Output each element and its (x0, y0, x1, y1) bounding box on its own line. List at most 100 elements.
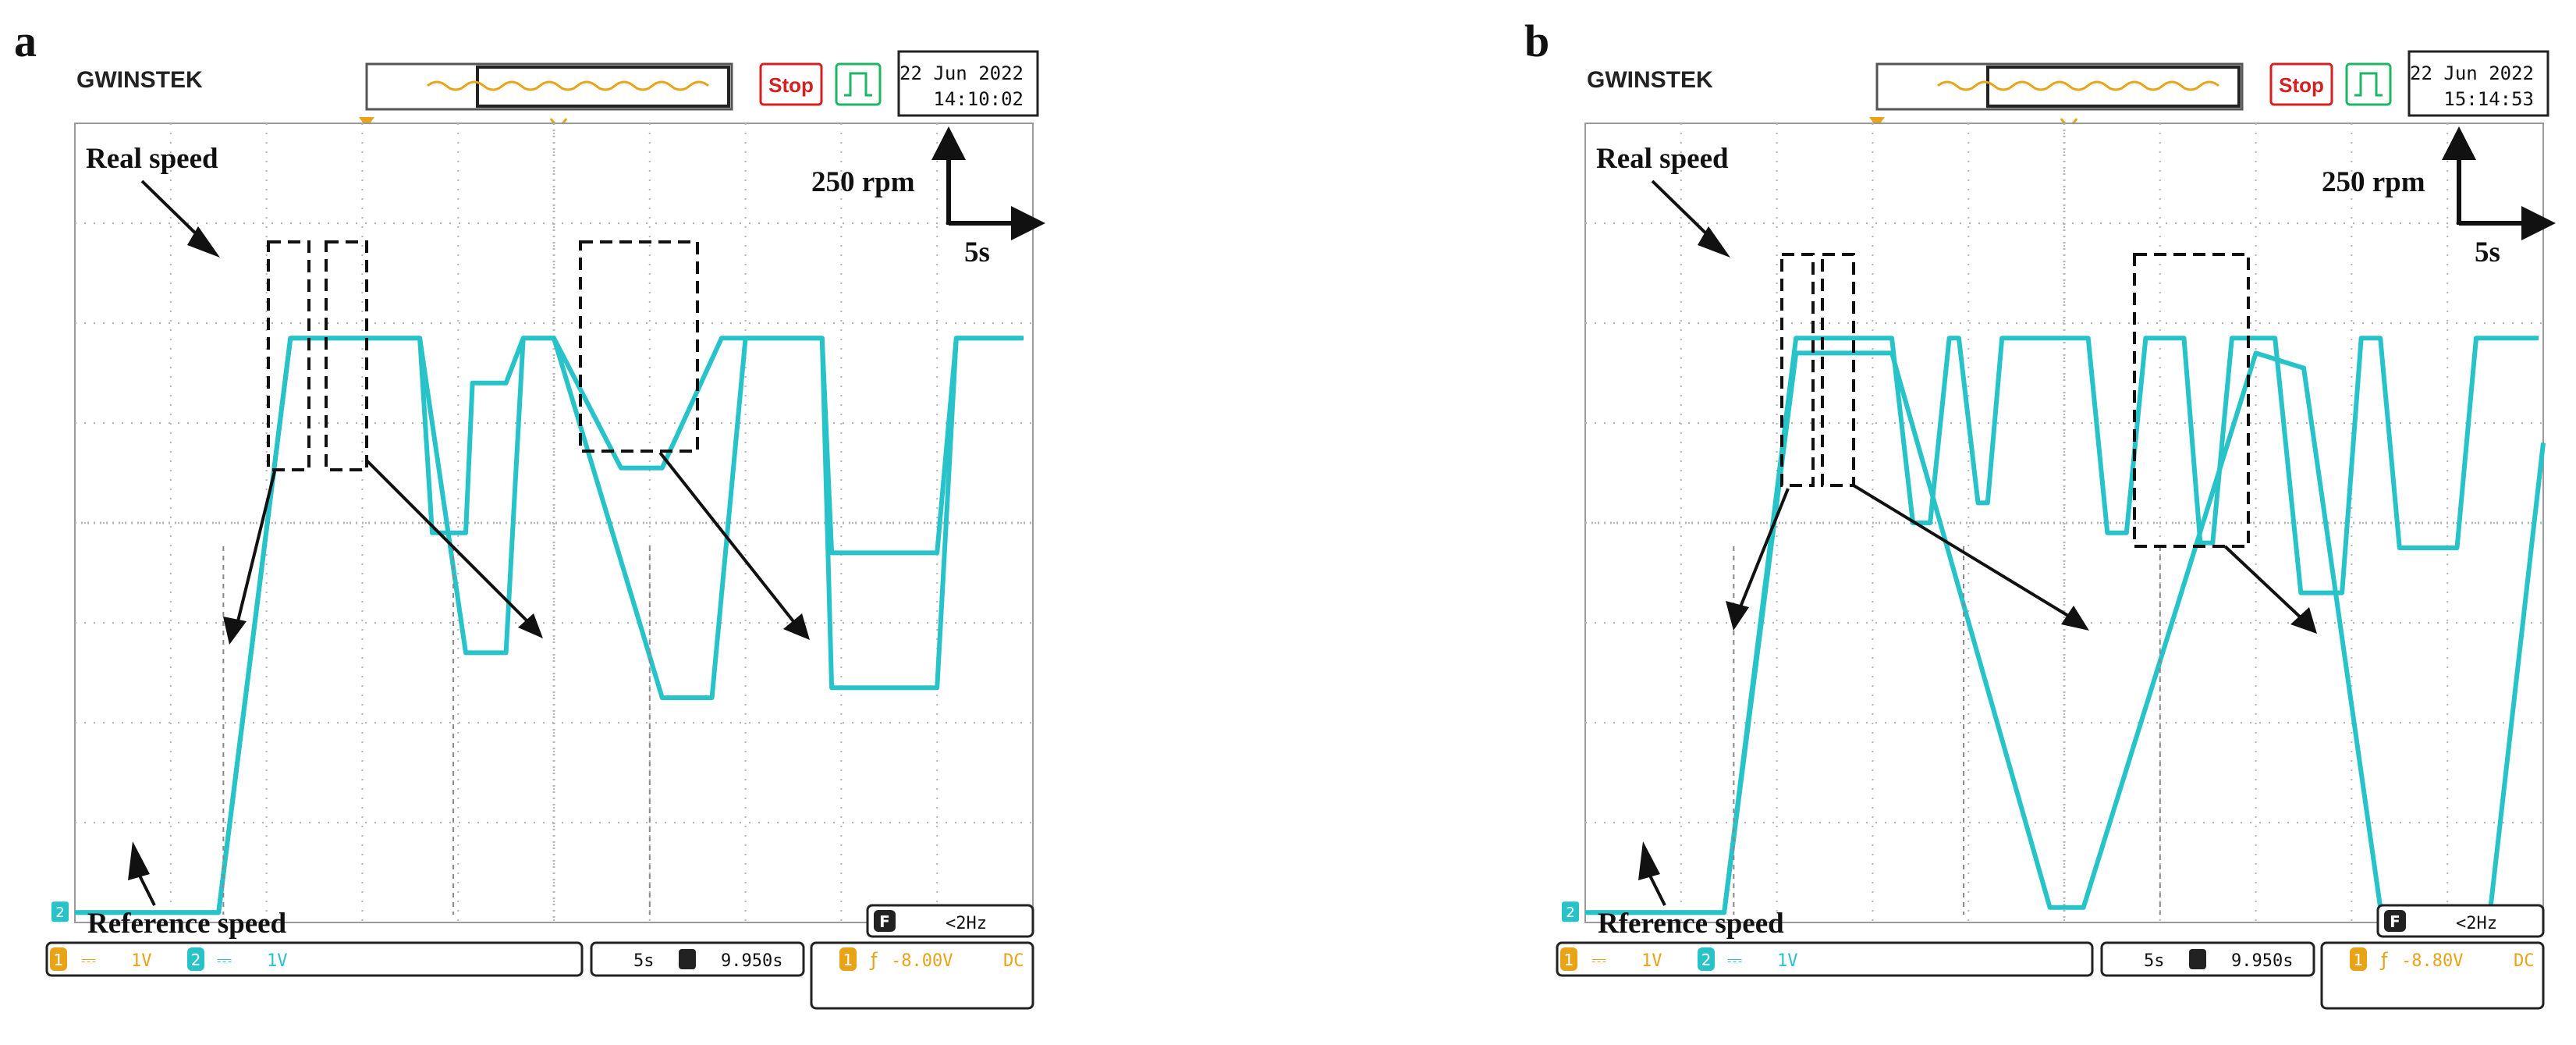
reference-speed-label: Reference speed (87, 908, 287, 940)
panel-a: a GWINSTEK Stop 22 Jun 2022 14:10:02 2 R… (14, 16, 1045, 1010)
real-speed-pointer-head (1698, 226, 1730, 258)
overview-waveform (427, 80, 709, 91)
trigger-source-glyph: 1 (2354, 951, 2364, 969)
zoom-arrow-2-head (2061, 606, 2089, 631)
overview-waveform (1937, 80, 2219, 91)
ch2-icon-glyph: 2 (1701, 951, 1712, 969)
zoom-box-3 (2133, 253, 2250, 548)
ch1-scale: 1V (131, 951, 152, 971)
channel-2-ground-label: 2 (1566, 905, 1574, 921)
timebase-value: 5s (633, 951, 655, 971)
ch1-icon-glyph: 1 (54, 951, 64, 969)
trigger-info-box (2320, 941, 2545, 1010)
real-speed-label: Real speed (1596, 143, 1729, 175)
ch2-scale: 1V (1777, 951, 1798, 971)
brand-logo: GWINSTEK (1587, 67, 1713, 93)
overview-window (476, 66, 730, 108)
frequency-icon-glyph: F (879, 912, 890, 931)
frequency-box (866, 904, 1034, 938)
stop-button-label: Stop (768, 73, 814, 97)
ch1-icon-glyph: 1 (1564, 951, 1574, 969)
scope-screen: 2 (1562, 123, 2546, 923)
reference-speed-label: Rference speed (1598, 908, 1784, 940)
zoom-arrow-3 (2223, 545, 2305, 621)
trigger-mode-button[interactable] (835, 62, 882, 106)
reference-speed-pointer (1648, 873, 1666, 906)
trace-2 (75, 336, 1024, 915)
trigger-mode-button[interactable] (2345, 62, 2392, 106)
horizontal-position: 9.950s (2231, 951, 2293, 971)
frequency-icon-glyph: F (2390, 912, 2400, 931)
panel-b: b GWINSTEK Stop 22 Jun 2022 15:14:53 2 R… (1524, 16, 2556, 1010)
pulse-icon (2354, 72, 2383, 97)
zoom-arrow-2-head (518, 613, 543, 638)
stop-button[interactable] (2269, 62, 2333, 106)
stop-button[interactable] (759, 62, 823, 106)
zoom-arrow-2 (1852, 484, 2074, 620)
panel-label: a (14, 16, 37, 66)
zoom-box-1 (1780, 253, 1815, 487)
real-speed-pointer-head (187, 226, 220, 258)
waveform-overview-bar[interactable] (1875, 62, 2244, 111)
reference-speed-pointer-head (1638, 841, 1660, 880)
scale-y-arrowhead (2442, 126, 2476, 160)
x-scale-label: 5s (964, 236, 990, 268)
panel-label: b (1524, 16, 1549, 66)
ch1-icon (50, 947, 67, 971)
frequency-readout: <2Hz (946, 914, 987, 933)
channel-2-ground-marker (51, 901, 69, 922)
frequency-readout: <2Hz (2456, 914, 2497, 933)
trigger-level: -8.80V (2401, 951, 2463, 971)
zoom-box-2 (325, 240, 368, 471)
trigger-coupling: DC (1003, 951, 1024, 971)
zoom-arrow-2 (365, 459, 532, 626)
horizontal-position: 9.950s (721, 951, 782, 971)
ch2-coupling-icon: ⎓ (217, 949, 232, 971)
trigger-slope-icon: ƒ (869, 949, 878, 971)
time-text: 15:14:53 (2443, 88, 2534, 110)
ch2-icon-glyph: 2 (191, 951, 201, 969)
x-scale-label: 5s (2475, 236, 2500, 268)
channel-info-box (45, 941, 584, 977)
scale-x-arrowhead (2521, 206, 2556, 240)
ch1-coupling-icon: ⎓ (81, 949, 96, 971)
datetime-box (897, 50, 1039, 117)
time-text: 14:10:02 (933, 88, 1024, 110)
channel-info-box (1556, 941, 2094, 977)
timebase-box (2100, 941, 2315, 977)
scope-screen: 2 (51, 123, 1034, 923)
trigger-coupling: DC (2514, 951, 2535, 971)
zoom-arrow-1-head (223, 617, 247, 645)
zoom-box-3 (579, 240, 699, 453)
trigger-source-glyph: 1 (843, 951, 853, 969)
real-speed-pointer (1651, 179, 1716, 243)
zoom-arrow-1-head (1726, 601, 1749, 631)
zoom-arrow-3-head (2290, 607, 2317, 634)
zoom-box-1 (267, 240, 310, 471)
timebase-box (590, 941, 805, 977)
zoom-arrow-3-head (783, 613, 810, 640)
ch1-icon (1560, 947, 1577, 971)
datetime-box (2407, 50, 2549, 117)
frequency-icon (2384, 910, 2406, 932)
scale-x-arrowhead (1011, 206, 1045, 240)
trigger-info-box (810, 941, 1034, 1010)
frequency-box (2376, 904, 2545, 938)
trigger-source-icon (2350, 947, 2367, 971)
real-speed-label: Real speed (86, 143, 218, 175)
zoom-box-2 (1821, 253, 1855, 487)
y-scale-label: 250 rpm (811, 166, 915, 198)
pulse-icon (844, 72, 872, 97)
reference-speed-pointer (137, 873, 156, 906)
waveform-overview-bar[interactable] (365, 62, 733, 111)
y-scale-label: 250 rpm (2322, 166, 2425, 198)
ch1-coupling-icon: ⎓ (1591, 949, 1606, 971)
date-text: 22 Jun 2022 (899, 62, 1024, 84)
ch1-scale: 1V (1641, 951, 1662, 971)
zoom-arrow-1 (1738, 488, 1790, 610)
horizontal-position-icon (2189, 949, 2206, 969)
ch2-scale: 1V (267, 951, 288, 971)
frequency-icon (874, 910, 896, 932)
scale-y-arrowhead (931, 126, 966, 160)
reference-speed-pointer-head (128, 841, 150, 880)
